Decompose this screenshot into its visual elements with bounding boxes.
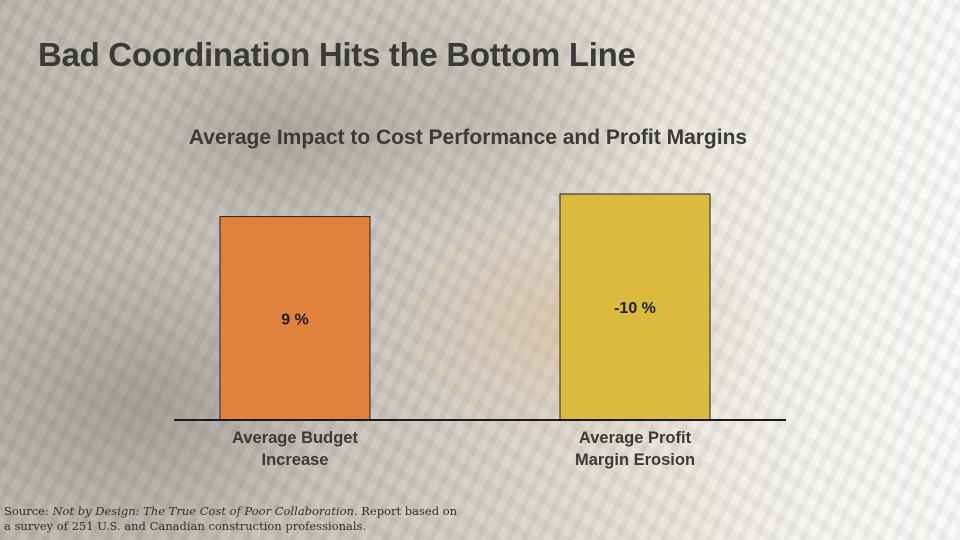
category-label-2-line-2: Margin Erosion: [575, 451, 695, 469]
data-label-1: 9 %: [281, 311, 309, 328]
bar-2: [559, 193, 711, 421]
category-label-1-line-2: Increase: [262, 451, 329, 469]
slide-title: Bad Coordination Hits the Bottom Line: [38, 36, 636, 73]
category-label-2-line-1: Average Profit: [579, 429, 692, 447]
source-publication: Not by Design: The True Cost of Poor Col…: [52, 504, 358, 518]
source-suffix: Report based on a survey of 251 U.S. and…: [4, 504, 458, 533]
source-prefix: Source:: [4, 504, 53, 518]
chart-title: Average Impact to Cost Performance and P…: [188, 126, 748, 149]
category-label-1-line-1: Average Budget: [232, 429, 358, 447]
bar-1: [219, 216, 371, 421]
source-note: Source: Not by Design: The True Cost of …: [4, 504, 464, 534]
data-label-2: -10 %: [614, 300, 656, 317]
labels-group: 9 % Average Budget Increase -10 % Average Pr…: [232, 300, 695, 469]
bars-group: [219, 193, 711, 421]
